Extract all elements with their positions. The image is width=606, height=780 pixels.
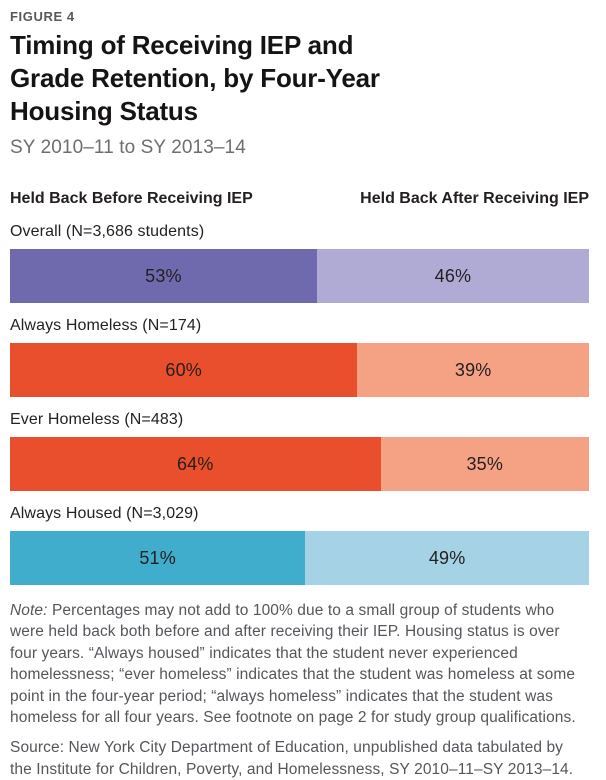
bar-group-always-homeless: Always Homeless (N=174) 60% 39% — [10, 317, 589, 398]
bar-group-ever-homeless: Ever Homeless (N=483) 64% 35% — [10, 411, 589, 492]
bar-value-before: 53% — [145, 265, 182, 286]
bar-group-label: Ever Homeless (N=483) — [10, 411, 184, 429]
bar-group-label: Always Homeless (N=174) — [10, 317, 202, 335]
bar-segment-after: 46% — [316, 249, 589, 304]
figure-title: Timing of Receiving IEP and Grade Retent… — [10, 29, 589, 128]
bar-group-label: Overall (N=3,686 students) — [10, 223, 205, 241]
note-text: Percentages may not add to 100% due to a… — [10, 602, 576, 726]
bar-segment-after: 39% — [357, 343, 589, 398]
bar-group-label: Always Housed (N=3,029) — [10, 505, 199, 523]
legend-after-label: Held Back After Receiving IEP — [360, 190, 589, 208]
bar-segment-before: 51% — [10, 531, 306, 586]
legend-before-label: Held Back Before Receiving IEP — [10, 190, 253, 208]
title-line-1: Timing of Receiving IEP and — [10, 30, 354, 60]
figure-source: Source: New York City Department of Educ… — [10, 739, 574, 778]
figure-note: Note: Percentages may not add to 100% du… — [10, 600, 589, 728]
legend: Held Back Before Receiving IEP Held Back… — [10, 190, 589, 208]
figure-subtitle: SY 2010–11 to SY 2013–14 — [10, 137, 246, 159]
stacked-bar: 60% 39% — [10, 343, 589, 398]
bar-group-always-housed: Always Housed (N=3,029) 51% 49% — [10, 505, 589, 586]
bar-value-before: 64% — [176, 453, 214, 474]
bar-segment-after: 49% — [305, 531, 589, 586]
stacked-bar: 51% 49% — [10, 531, 589, 586]
bar-group-overall: Overall (N=3,686 students) 53% 46% — [10, 223, 589, 304]
bar-value-before: 60% — [165, 359, 203, 380]
bar-segment-after: 35% — [380, 437, 589, 492]
title-line-3: Housing Status — [10, 96, 198, 127]
bar-value-after: 39% — [454, 359, 492, 380]
bar-value-after: 49% — [428, 547, 466, 568]
bar-segment-before: 64% — [10, 437, 381, 492]
stacked-bar: 64% 35% — [10, 437, 589, 492]
bar-value-after: 35% — [466, 453, 504, 474]
bar-value-after: 46% — [434, 265, 472, 286]
title-line-2: Grade Retention, by Four-Year — [10, 63, 380, 94]
bar-value-before: 51% — [139, 547, 176, 568]
stacked-bar: 53% 46% — [10, 249, 589, 304]
bar-segment-before: 60% — [10, 343, 358, 398]
bar-segment-before: 53% — [10, 249, 317, 304]
note-prefix: Note: — [10, 602, 48, 620]
figure-number-label: FIGURE 4 — [10, 9, 75, 24]
